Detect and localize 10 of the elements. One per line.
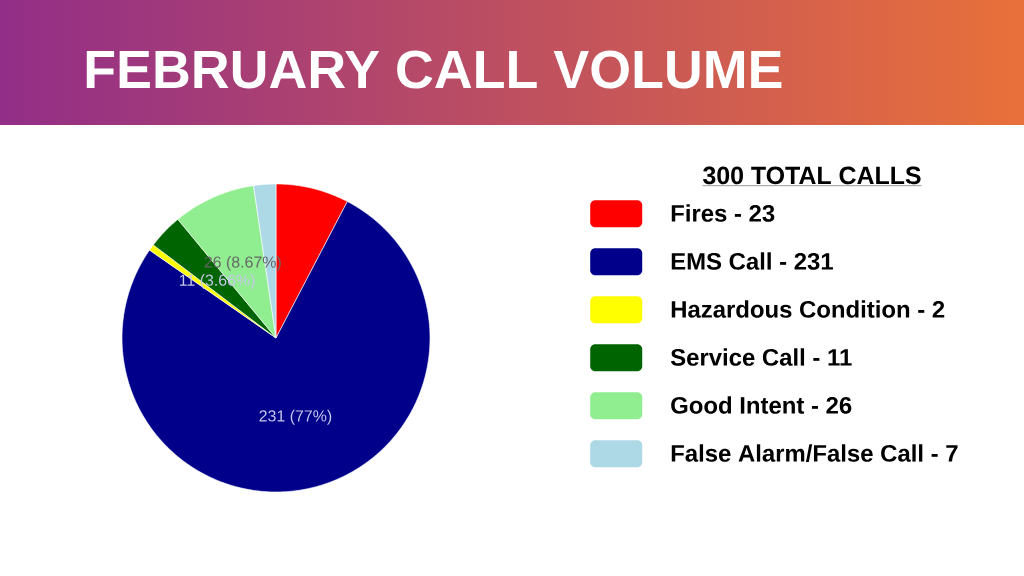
legend-label: Good Intent - 26 [671,396,852,414]
legend-label: Fires - 23 [671,204,775,222]
legend-label: False Alarm/False Call - 7 [671,444,958,463]
legend-label: EMS Call - 231 [671,252,833,270]
legend-label: Hazardous Condition - 2 [671,300,945,318]
legend-label: Service Call - 11 [670,348,852,366]
data-label: 231 (77%) [259,409,332,425]
data-label: 11 (3.66%) [179,274,255,289]
chart-title: FEBRUARY CALL VOLUME [86,50,782,89]
legend-title: 300 TOTAL CALLS [703,166,921,185]
